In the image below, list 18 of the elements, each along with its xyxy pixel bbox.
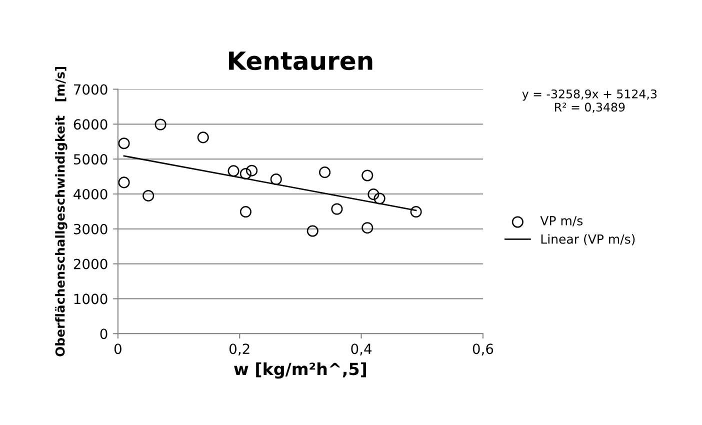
y-tick-label: 6000 — [74, 119, 108, 130]
y-tick-label: 5000 — [74, 154, 108, 165]
x-tick-label: 0,4 — [351, 344, 372, 356]
legend-label: Linear (VP m/s) — [541, 234, 635, 246]
y-tick-label: 4000 — [74, 188, 108, 200]
text: y = -3258,9x + 5124,3 R² = 0,3489 — [522, 89, 657, 113]
legend-label: VP m/s — [540, 216, 583, 226]
x-axis-title: w [kg/m²h^,5] — [234, 362, 366, 379]
x-tick-label: 0,2 — [229, 344, 250, 356]
y-tick-label: 2000 — [74, 258, 108, 270]
chart-title: Kentauren — [229, 52, 372, 70]
y-tick-label: 3000 — [74, 224, 108, 234]
y-axis-title: Oberflächenschallgeschwindigkeit [m/s] — [54, 66, 68, 356]
y-tick-label: 0 — [100, 328, 108, 340]
y-tick-label: 7000 — [74, 84, 108, 95]
x-tick-label: 0 — [114, 344, 122, 354]
x-tick-label: 0,6 — [472, 344, 494, 356]
y-tick-label: 1000 — [74, 294, 108, 304]
